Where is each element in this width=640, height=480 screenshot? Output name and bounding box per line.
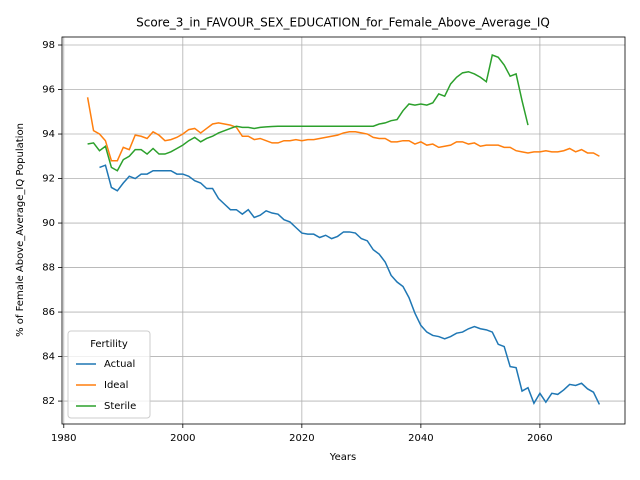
chart-title: Score_3_in_FAVOUR_SEX_EDUCATION_for_Fema… [136, 16, 550, 30]
x-tick-label: 2040 [408, 433, 433, 444]
y-tick-label: 88 [42, 263, 55, 274]
line-series [86, 97, 600, 162]
y-tick-label: 84 [42, 352, 55, 363]
y-tick-label: 86 [42, 307, 55, 318]
x-tick-label: 2020 [289, 433, 314, 444]
plot-frame [61, 36, 626, 425]
x-tick-label: 2060 [527, 433, 552, 444]
legend-label: Actual [104, 359, 135, 370]
y-axis-label: % of Female Above_Average_IQ Population [15, 123, 26, 337]
y-tick-label: 98 [42, 40, 55, 51]
line-series [87, 54, 529, 172]
line-series [99, 164, 601, 406]
x-axis-label: Years [329, 452, 356, 463]
legend-box [67, 330, 151, 419]
y-tick-label: 96 [42, 85, 55, 96]
legend-label: Ideal [104, 380, 128, 391]
y-tick-label: 92 [42, 174, 55, 185]
y-tick-label: 90 [42, 218, 55, 229]
legend-label: Sterile [104, 401, 136, 412]
x-tick-label: 1980 [51, 433, 76, 444]
x-tick-label: 2000 [170, 433, 195, 444]
y-tick-label: 82 [42, 396, 55, 407]
y-tick-label: 94 [42, 129, 55, 140]
legend-title: Fertility [90, 339, 128, 350]
